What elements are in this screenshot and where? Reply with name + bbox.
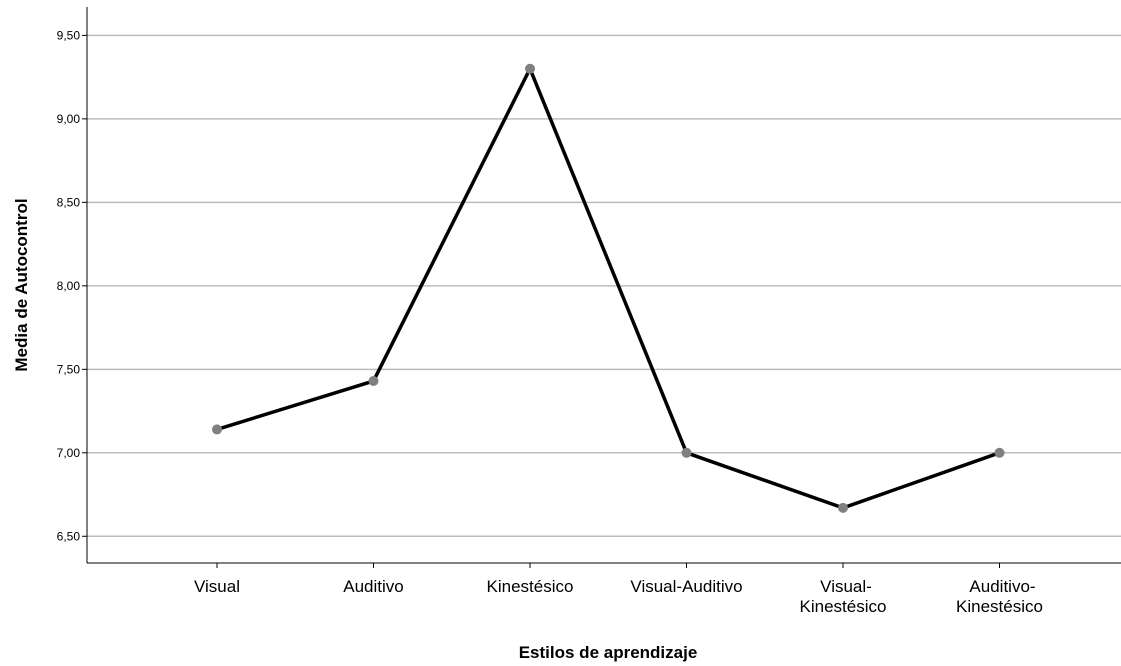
x-category-label: Visual- [820,577,872,596]
data-point [681,447,692,458]
y-tick-label: 9,00 [57,112,81,126]
y-tick-label: 7,50 [57,362,81,376]
data-point [838,502,848,513]
gridlines [87,34,1121,538]
y-axis-title: Media de Autocontrol [12,198,31,371]
y-tick-label: 7,00 [57,446,81,460]
x-axis-labels: Visual Auditivo Kinestésico Visual-Auditivo… [194,563,1043,616]
x-category-label: Kinestésico [956,597,1043,616]
x-category-label: Visual [194,577,240,596]
data-points [212,63,1005,513]
x-category-label: Visual-Auditivo [630,577,742,596]
x-category-label: Kinestésico [487,577,574,596]
y-tick-label: 6,50 [57,529,81,543]
x-category-label: Auditivo [343,577,403,596]
y-tick-label: 8,50 [57,195,81,209]
x-axis-title: Estilos de aprendizaje [519,643,698,662]
x-category-label: Auditivo- [969,577,1035,596]
data-point [368,376,379,387]
data-point [525,63,535,74]
x-category-label: Kinestésico [800,597,887,616]
series-line [216,64,1001,510]
data-point [212,424,222,435]
y-axis-ticks: 6,50 7,00 7,50 8,00 8,50 9,00 9,50 [57,28,87,543]
data-point [994,447,1005,458]
y-tick-label: 9,50 [57,28,81,42]
y-tick-label: 8,00 [57,279,81,293]
